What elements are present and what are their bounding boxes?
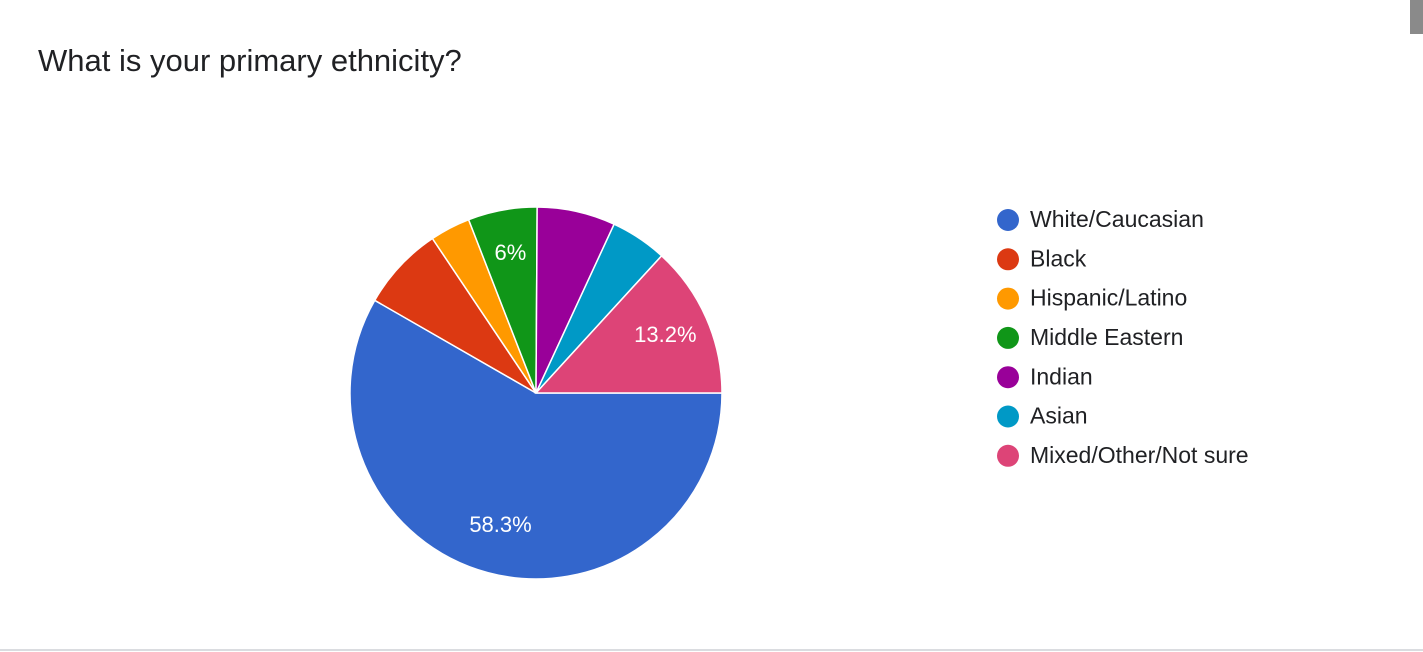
slice-label: 13.2%: [634, 322, 696, 347]
legend-marker: [997, 248, 1019, 271]
legend-label: White/Caucasian: [1030, 206, 1204, 232]
chart-title: What is your primary ethnicity?: [38, 43, 462, 78]
legend-label: Mixed/Other/Not sure: [1030, 442, 1249, 468]
legend-label: Indian: [1030, 363, 1093, 389]
legend-label: Black: [1030, 245, 1087, 271]
slice-label: 6%: [494, 240, 526, 265]
legend-marker: [997, 405, 1019, 428]
legend-marker: [997, 366, 1019, 389]
legend-marker: [997, 209, 1019, 231]
legend-marker: [997, 444, 1019, 467]
legend-label: Hispanic/Latino: [1030, 285, 1187, 311]
legend-label: Middle Eastern: [1030, 324, 1183, 350]
pie-slice: [534, 254, 723, 394]
legend-marker: [997, 326, 1019, 349]
pie-slice: [349, 299, 723, 580]
slice-label: 58.3%: [469, 512, 531, 537]
legend-label: Asian: [1030, 403, 1088, 429]
legend-marker: [997, 287, 1019, 310]
scrollbar: [1410, 0, 1423, 34]
